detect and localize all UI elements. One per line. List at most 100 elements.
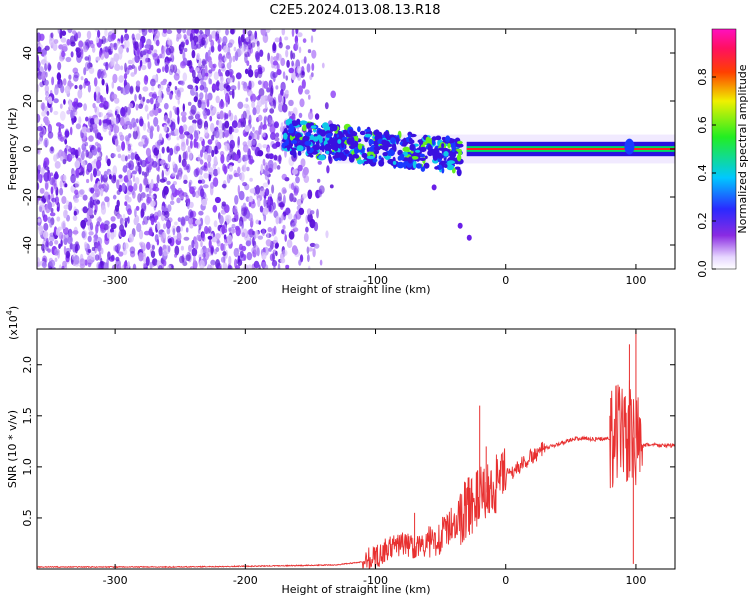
noise-point (187, 101, 192, 106)
noise-point (275, 85, 279, 90)
noise-point (166, 219, 171, 229)
noise-point (112, 165, 118, 176)
noise-point (268, 203, 272, 212)
noise-point (224, 204, 230, 214)
noise-point (308, 94, 311, 100)
noise-point (259, 49, 264, 57)
spectrogram-y-label: Frequency (Hz) (6, 108, 19, 191)
noise-point (188, 115, 194, 120)
noise-point (163, 248, 168, 257)
noise-point (64, 264, 68, 269)
noise-point (120, 107, 126, 117)
scatter-point (359, 130, 366, 136)
noise-point (118, 251, 124, 257)
noise-point (93, 77, 98, 87)
noise-point (278, 42, 283, 49)
noise-point (68, 82, 74, 87)
noise-point (317, 160, 322, 165)
noise-point (234, 258, 238, 269)
noise-point (244, 68, 249, 75)
noise-point (259, 187, 266, 197)
noise-point (312, 248, 316, 258)
noise-point (222, 251, 227, 256)
noise-point (176, 32, 182, 40)
noise-point (169, 110, 173, 119)
noise-point (150, 178, 154, 189)
scatter-point (387, 143, 393, 147)
noise-point (180, 111, 187, 117)
noise-point (235, 227, 241, 237)
scatter-point (392, 160, 397, 165)
noise-point (107, 109, 113, 115)
noise-point (131, 117, 136, 128)
noise-point (165, 133, 169, 139)
noise-point (176, 197, 181, 204)
noise-point (285, 49, 289, 58)
noise-point (302, 38, 307, 43)
noise-point (240, 113, 244, 123)
noise-point (103, 224, 109, 231)
noise-point (278, 154, 282, 165)
noise-point (53, 98, 59, 104)
noise-point (71, 110, 75, 119)
noise-point (298, 112, 303, 118)
noise-point (227, 265, 233, 269)
noise-point (84, 56, 90, 61)
noise-point (285, 75, 289, 81)
x-tick-label: 0 (502, 274, 509, 287)
scatter-point (378, 159, 385, 167)
scatter-point (440, 160, 446, 166)
noise-point (319, 149, 322, 155)
noise-point (202, 184, 209, 189)
scatter-point (445, 135, 451, 143)
scatter-point (285, 138, 290, 146)
noise-point (154, 30, 161, 39)
noise-point (249, 188, 256, 194)
noise-point (158, 246, 163, 257)
noise-point (269, 87, 274, 97)
noise-point (226, 155, 230, 163)
noise-point (133, 66, 138, 75)
x-tick-label: 100 (625, 274, 646, 287)
noise-point (150, 200, 156, 207)
noise-point (60, 156, 64, 162)
noise-point (222, 262, 228, 269)
noise-point (286, 239, 293, 249)
noise-point (37, 225, 44, 232)
noise-point (307, 189, 313, 200)
noise-point (273, 266, 276, 269)
noise-point (222, 163, 227, 172)
noise-point (290, 50, 293, 60)
noise-point (309, 74, 313, 81)
noise-point (201, 198, 208, 207)
noise-point (180, 245, 184, 251)
noise-point (210, 39, 215, 48)
noise-point (169, 64, 175, 73)
noise-point (303, 232, 309, 243)
noise-point (39, 201, 45, 208)
scatter-point (393, 145, 397, 152)
noise-point (121, 141, 126, 151)
noise-point (90, 187, 95, 194)
noise-point (224, 143, 230, 152)
noise-point (188, 179, 193, 186)
scatter-point (368, 139, 374, 145)
noise-point (317, 178, 321, 183)
noise-point (194, 76, 200, 84)
x-tick-label: 100 (625, 574, 646, 587)
noise-point (307, 213, 313, 223)
noise-point (210, 264, 215, 269)
scatter-point (419, 146, 427, 153)
noise-point (92, 128, 99, 134)
noise-point (250, 42, 256, 48)
noise-point (93, 91, 97, 102)
noise-point (153, 116, 159, 127)
noise-point (51, 197, 57, 203)
scatter-point (427, 150, 433, 157)
noise-point (98, 119, 102, 126)
noise-point (180, 141, 186, 152)
scatter-point (291, 147, 296, 153)
noise-point (140, 243, 143, 248)
noise-point (98, 216, 101, 222)
noise-point (152, 258, 158, 266)
